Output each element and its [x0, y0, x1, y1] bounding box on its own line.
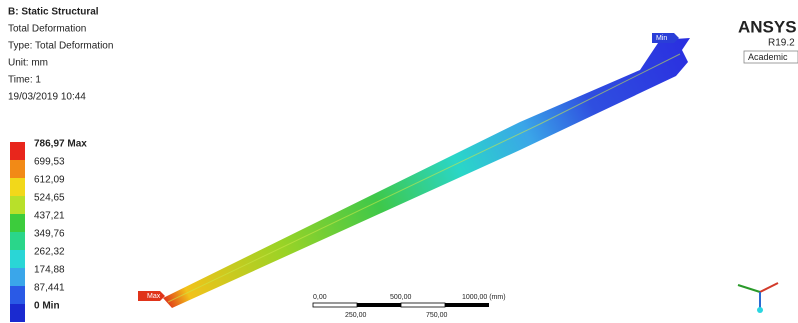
legend-swatch: [10, 214, 25, 232]
triad-axis: [760, 283, 778, 292]
legend-swatch: [10, 178, 25, 196]
header-line: Time: 1: [8, 75, 41, 86]
legend-swatch: [10, 250, 25, 268]
scale-label: 250,00: [345, 312, 367, 319]
scale-segment: [445, 303, 489, 307]
header-line: Unit: mm: [8, 58, 48, 69]
scale-bar: 0,00 500,00 1000,00 (mm) 250,00 750,00: [313, 294, 506, 319]
legend-swatch: [10, 142, 25, 160]
legend-label: 0 Min: [34, 301, 60, 312]
legend-label: 786,97 Max: [34, 139, 87, 150]
logo-brand: ANSYS: [738, 17, 797, 36]
result-viewport: B: Static Structural Total Deformation Typ…: [0, 0, 798, 323]
scale-label: 0,00: [313, 294, 327, 301]
scale-segment: [313, 303, 357, 307]
legend-label: 262,32: [34, 247, 65, 258]
legend-label: 87,441: [34, 283, 65, 294]
legend-swatch: [10, 232, 25, 250]
max-label: Max: [147, 293, 161, 300]
beam-model: Max Min: [138, 33, 690, 308]
legend-label: 524,65: [34, 193, 65, 204]
axis-triad: [738, 283, 778, 313]
logo: ANSYS R19.2 Academic: [738, 17, 798, 63]
legend-label: 349,76: [34, 229, 65, 240]
scale-label: 500,00: [390, 294, 412, 301]
header-line: Total Deformation: [8, 24, 86, 35]
header-title: B: Static Structural: [8, 7, 99, 18]
legend-label: 437,21: [34, 211, 65, 222]
legend-label: 699,53: [34, 157, 65, 168]
legend-swatch: [10, 196, 25, 214]
legend-label: 612,09: [34, 175, 65, 186]
legend-swatch: [10, 286, 25, 304]
header-line: 19/03/2019 10:44: [8, 92, 86, 103]
legend-swatch: [10, 268, 25, 286]
legend-swatch: [10, 160, 25, 178]
beam: [163, 38, 690, 308]
min-label: Min: [656, 35, 667, 42]
logo-license: Academic: [748, 52, 788, 62]
scale-label: 1000,00 (mm): [462, 294, 506, 301]
legend-label: 174,88: [34, 265, 65, 276]
logo-version: R19.2: [768, 38, 795, 49]
header-line: Type: Total Deformation: [8, 41, 113, 52]
triad-origin: [757, 307, 763, 313]
scale-label: 750,00: [426, 312, 448, 319]
legend-swatch: [10, 304, 25, 322]
result-header: B: Static Structural Total Deformation Typ…: [8, 7, 113, 103]
legend: 786,97 Max 699,53 612,09 524,65 437,21 349,76…: [10, 139, 87, 322]
triad-axis: [738, 285, 760, 292]
scale-segment: [401, 303, 445, 307]
scale-segment: [357, 303, 401, 307]
